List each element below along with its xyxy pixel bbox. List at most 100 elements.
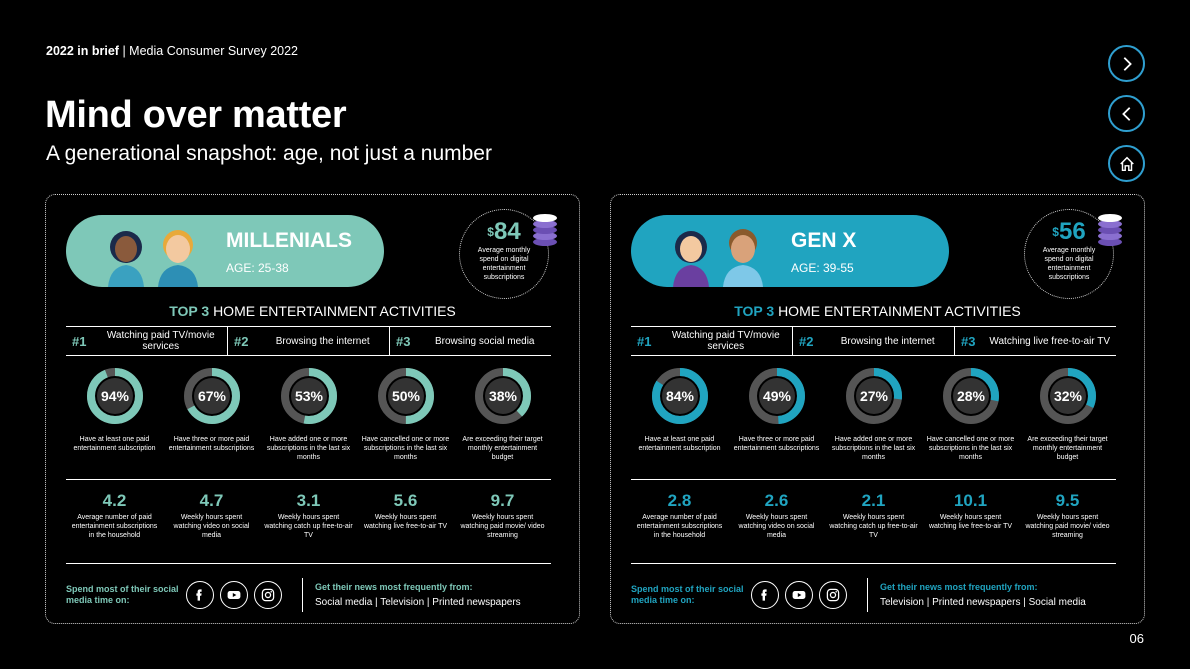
next-button[interactable] — [1108, 45, 1145, 82]
generation-age: AGE: 25-38 — [226, 261, 289, 275]
donut-fill — [845, 368, 902, 424]
hour-stat-label: Average number of paid entertainment sub… — [636, 514, 723, 539]
spend-amount: 84 — [493, 218, 521, 245]
hour-stat-item: 2.6 Weekly hours spent watching video on … — [728, 491, 825, 540]
spend-label: Average monthly spend on digital enterta… — [477, 247, 531, 281]
news-label: Get their news most frequently from: — [880, 582, 1038, 592]
avatars-illustration — [108, 230, 198, 287]
stat-percent: 53% — [294, 388, 323, 404]
eyebrow-separator: | — [122, 44, 126, 58]
instagram-icon — [819, 581, 847, 609]
stat-item: 53% Have added one or more subscriptions … — [260, 367, 357, 462]
stat-item: 32% Are exceeding their target monthly en… — [1019, 367, 1116, 462]
activity-item: #3 Browsing social media — [390, 327, 551, 355]
divider — [631, 563, 1116, 564]
hour-stat-value: 2.1 — [861, 491, 886, 510]
stat-percent: 27% — [859, 388, 888, 404]
activity-item: #2 Browsing the internet — [228, 327, 390, 355]
stat-label: Have at least one paid entertainment sub… — [638, 436, 721, 452]
donut-chart: 27% — [845, 368, 902, 424]
top3-title-rest: HOME ENTERTAINMENT ACTIVITIES — [778, 303, 1021, 319]
activity-rank: #1 — [72, 333, 87, 349]
coins-icon — [533, 214, 557, 246]
hour-stat-value: 4.2 — [102, 491, 127, 510]
donut-fill — [280, 368, 337, 424]
generation-pill: MILLENIALS AGE: 25-38 — [66, 215, 384, 287]
donut-chart: 53% — [280, 368, 337, 424]
spend-currency: $ — [1052, 225, 1059, 239]
hour-stat-value: 2.8 — [667, 491, 692, 510]
spend-label: Average monthly spend on digital enterta… — [1042, 247, 1096, 281]
facebook-icon — [751, 581, 779, 609]
hour-stats: 4.2 Average number of paid entertainment … — [66, 491, 551, 540]
hour-stat-label: Weekly hours spent watching paid movie/ … — [1025, 514, 1110, 539]
activity-rank: #2 — [234, 333, 249, 349]
donut-center — [661, 378, 698, 414]
monthly-spend-badge: $84 Average monthly spend on digital ent… — [459, 209, 557, 299]
stat-label: Are exceeding their target monthly enter… — [1027, 436, 1108, 461]
donut-center — [952, 378, 989, 414]
activity-label: Browsing the internet — [840, 335, 935, 347]
top3-activities: #1 Watching paid TV/movie services #2 Brow… — [66, 326, 551, 356]
chevron-left-icon — [1121, 106, 1130, 121]
divider — [302, 578, 303, 612]
donut-fill — [474, 368, 531, 424]
stat-label: Have cancelled one or more subscriptions… — [361, 436, 450, 461]
hour-stat-value: 9.7 — [490, 491, 515, 510]
stat-item: 27% Have added one or more subscriptions … — [825, 367, 922, 462]
hour-stat-value: 9.5 — [1055, 491, 1080, 510]
coins-icon — [1098, 214, 1122, 246]
youtube-icon — [220, 581, 248, 609]
stat-percent: 32% — [1053, 388, 1082, 404]
percent-stats: 94% Have at least one paid entertainment … — [66, 367, 551, 462]
divider — [66, 563, 551, 564]
donut-center — [96, 378, 133, 414]
stat-label: Have at least one paid entertainment sub… — [73, 436, 156, 452]
social-label: Spend most of their social media time on… — [66, 584, 179, 605]
hour-stat-value: 4.7 — [199, 491, 224, 510]
generation-name: GEN X — [791, 229, 857, 252]
stat-percent: 94% — [100, 388, 129, 404]
activity-label: Browsing the internet — [275, 335, 370, 347]
stat-item: 28% Have cancelled one or more subscripti… — [922, 367, 1019, 462]
stat-label: Have three or more paid entertainment su… — [733, 436, 820, 452]
donut-fill — [748, 368, 805, 424]
hour-stat-item: 9.5 Weekly hours spent watching paid movi… — [1019, 491, 1116, 540]
back-button[interactable] — [1108, 95, 1145, 132]
generation-age: AGE: 39-55 — [791, 261, 854, 275]
news-block: Get their news most frequently from: Soc… — [315, 582, 551, 608]
youtube-icon — [785, 581, 813, 609]
media-footer: Spend most of their social media time on… — [66, 578, 551, 612]
stat-percent: 38% — [488, 388, 517, 404]
donut-fill — [377, 368, 434, 424]
percent-stats: 84% Have at least one paid entertainment … — [631, 367, 1116, 462]
hour-stat-label: Average number of paid entertainment sub… — [71, 514, 158, 539]
hour-stat-value: 5.6 — [393, 491, 418, 510]
hour-stat-item: 5.6 Weekly hours spent watching live free… — [357, 491, 454, 540]
hour-stat-item: 4.2 Average number of paid entertainment … — [66, 491, 163, 540]
hour-stat-label: Weekly hours spent watching catch up fre… — [829, 514, 918, 539]
donut-chart: 84% — [651, 368, 708, 424]
avatars-illustration — [673, 229, 763, 287]
donut-center — [387, 378, 424, 414]
activity-label: Watching paid TV/movie services — [106, 330, 215, 352]
donut-chart: 67% — [183, 368, 240, 424]
donut-chart: 94% — [86, 368, 143, 424]
top3-title-bold: TOP 3 — [169, 303, 210, 319]
social-label: Spend most of their social media time on… — [631, 584, 744, 605]
instagram-icon — [254, 581, 282, 609]
divider — [66, 479, 551, 480]
activity-item: #1 Watching paid TV/movie services — [631, 327, 793, 355]
donut-center — [758, 378, 795, 414]
hour-stat-item: 3.1 Weekly hours spent watching catch up … — [260, 491, 357, 540]
hour-stat-value: 10.1 — [953, 491, 988, 510]
home-button[interactable] — [1108, 145, 1145, 182]
activity-label: Browsing social media — [434, 335, 535, 347]
activity-rank: #3 — [396, 333, 411, 349]
hour-stat-label: Weekly hours spent watching live free-to… — [928, 514, 1013, 530]
activity-item: #3 Watching live free-to-air TV — [955, 327, 1116, 355]
activity-label: Watching live free-to-air TV — [989, 335, 1111, 347]
page-subtitle: A generational snapshot: age, not just a… — [46, 142, 492, 165]
spend-currency: $ — [487, 225, 494, 239]
top3-title-rest: HOME ENTERTAINMENT ACTIVITIES — [213, 303, 456, 319]
